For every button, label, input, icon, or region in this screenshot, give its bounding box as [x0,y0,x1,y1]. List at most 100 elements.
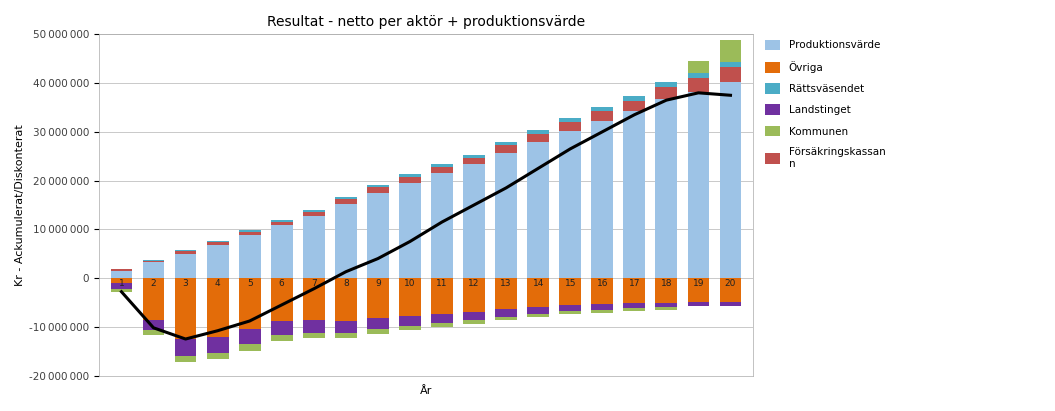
Bar [463,158,485,164]
Bar [303,210,325,212]
Bar [271,321,292,335]
Text: 8: 8 [343,279,349,288]
Bar [559,311,581,314]
Bar [495,278,517,309]
Bar [399,177,421,183]
Bar [175,278,196,339]
Legend: Produktionsvärde, Övriga, Rättsväsendet, Landstinget, Kommunen, Försäkringskassa: Produktionsvärde, Övriga, Rättsväsendet,… [765,39,885,169]
Bar [431,314,453,323]
Bar [592,278,613,305]
Y-axis label: Kr - Ackumulerat/Diskonterat: Kr - Ackumulerat/Diskonterat [15,124,25,286]
Bar [720,40,742,62]
Bar [111,283,132,289]
Bar [624,96,646,101]
Bar [688,61,709,73]
Bar [207,241,229,242]
Bar [528,307,549,314]
Bar [720,62,742,67]
Bar [399,316,421,326]
Text: 15: 15 [564,279,576,288]
Bar [334,204,357,278]
Bar [175,250,196,251]
Bar [528,134,549,141]
Bar [175,251,196,254]
Bar [431,278,453,314]
Bar [175,254,196,278]
Bar [463,320,485,324]
Bar [367,187,389,193]
Text: 18: 18 [660,279,672,288]
Bar [688,73,709,78]
Bar [238,235,261,278]
Bar [624,111,646,278]
Bar [592,305,613,310]
Bar [592,121,613,278]
Bar [431,323,453,327]
Bar [655,87,677,99]
Bar [559,118,581,122]
Text: 13: 13 [500,279,512,288]
Text: 5: 5 [247,279,252,288]
Bar [399,278,421,316]
Bar [142,319,165,330]
Text: 10: 10 [404,279,416,288]
Bar [655,303,677,307]
Bar [495,153,517,278]
Bar [334,197,357,199]
Bar [688,78,709,92]
Bar [111,289,132,292]
Bar [624,308,646,311]
Bar [495,309,517,316]
Bar [463,155,485,158]
Bar [238,230,261,232]
Bar [271,222,292,225]
Bar [528,314,549,317]
Bar [334,333,357,338]
Bar [207,245,229,278]
Bar [367,318,389,329]
Bar [334,278,357,321]
Bar [238,278,261,329]
Bar [334,199,357,204]
Bar [303,278,325,319]
Text: 9: 9 [375,279,381,288]
Bar [207,242,229,245]
Bar [559,122,581,131]
Bar [624,101,646,111]
Bar [142,261,165,263]
Bar [238,329,261,344]
Bar [655,307,677,310]
Bar [720,67,742,82]
Text: 1: 1 [118,279,124,288]
Bar [495,142,517,145]
Bar [528,130,549,134]
Bar [688,302,709,306]
Bar [655,99,677,278]
Text: 2: 2 [151,279,156,288]
Bar [720,302,742,306]
Text: 19: 19 [693,279,704,288]
Text: 3: 3 [183,279,189,288]
Bar [592,310,613,313]
Text: 12: 12 [468,279,480,288]
Text: 4: 4 [215,279,220,288]
Text: 7: 7 [311,279,316,288]
Bar [655,278,677,303]
Bar [238,344,261,351]
Bar [303,319,325,332]
Bar [463,278,485,312]
Bar [624,278,646,303]
Text: 17: 17 [629,279,640,288]
Text: 6: 6 [279,279,285,288]
Bar [655,82,677,87]
Title: Resultat - netto per aktör + produktionsvärde: Resultat - netto per aktör + produktions… [267,15,586,29]
Bar [399,326,421,330]
Bar [142,263,165,278]
Text: 16: 16 [596,279,608,288]
Bar [720,82,742,278]
Bar [399,183,421,278]
Bar [303,216,325,278]
Bar [431,164,453,167]
Bar [559,278,581,305]
Bar [559,131,581,278]
